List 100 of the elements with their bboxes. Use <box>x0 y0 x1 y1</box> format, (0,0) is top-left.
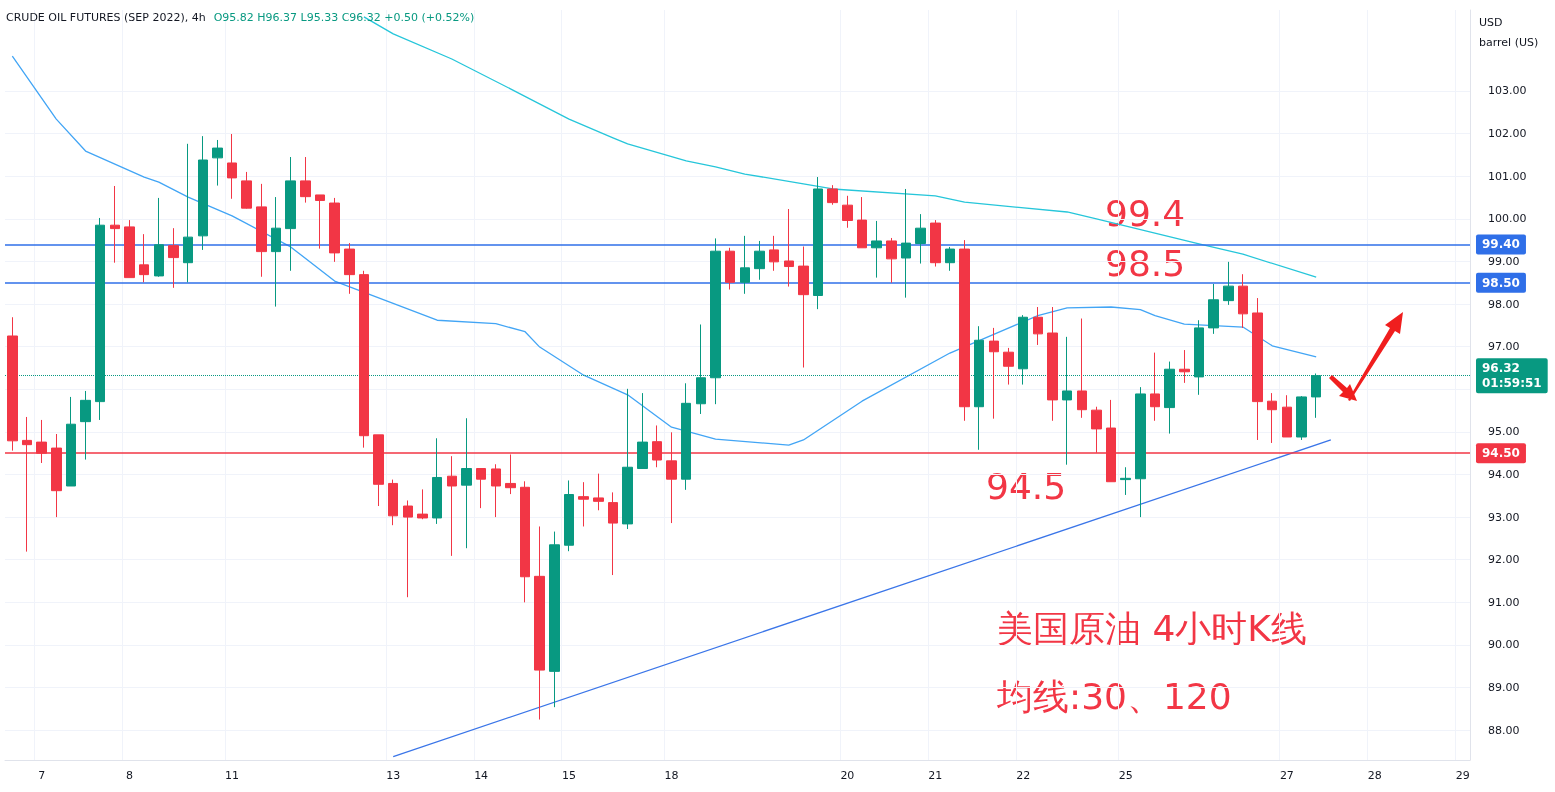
line-series <box>11 55 1317 446</box>
candlestick <box>930 219 941 268</box>
candlestick <box>139 233 149 283</box>
y-tick-label: 98.00 <box>1488 297 1520 311</box>
x-tick-label: 29 <box>1455 769 1470 782</box>
candlestick <box>549 531 560 708</box>
candlestick <box>769 235 779 272</box>
candlestick <box>901 188 911 299</box>
y-tick-label: 99.00 <box>1488 254 1520 268</box>
candlestick <box>1120 466 1131 496</box>
candlestick <box>989 327 999 420</box>
candlestick <box>403 499 413 598</box>
y-tick-label: 90.00 <box>1488 638 1520 652</box>
candlestick <box>608 491 618 576</box>
x-tick-label: 14 <box>474 769 489 782</box>
y-tick-label: 88.00 <box>1488 723 1520 737</box>
y-tick-label: 95.00 <box>1488 425 1520 439</box>
candlestick <box>842 195 853 229</box>
candlestick <box>344 242 355 295</box>
candlestick <box>915 213 926 265</box>
candlestick <box>359 270 369 449</box>
x-tick-label: 8 <box>126 769 134 782</box>
candlestick <box>1003 347 1014 386</box>
x-tick-label: 11 <box>225 769 240 782</box>
candlestick <box>168 227 179 289</box>
candlestick <box>227 133 237 200</box>
candlestick <box>1238 273 1248 329</box>
candlestick <box>432 437 442 525</box>
candlestick <box>754 240 765 281</box>
candlestick <box>80 390 91 461</box>
x-tick-label: 13 <box>386 769 401 782</box>
ref-line-label: 99.40 <box>1482 237 1520 252</box>
x-tick-label: 7 <box>38 769 46 782</box>
candlestick <box>1077 318 1087 419</box>
candlestick <box>300 156 311 204</box>
candlestick <box>124 219 135 279</box>
y-tick-label: 100.00 <box>1488 212 1527 226</box>
candlestick <box>461 417 472 549</box>
candlestick <box>798 246 809 369</box>
x-tick-label: 18 <box>664 769 679 782</box>
y-tick-label: 97.00 <box>1488 340 1520 354</box>
ref-line-label: 94.50 <box>1482 446 1520 461</box>
x-tick-label: 25 <box>1118 769 1133 782</box>
candlestick <box>1033 306 1043 346</box>
y-tick-label: 91.00 <box>1488 595 1520 609</box>
candlestick <box>1135 386 1146 518</box>
candlestick <box>66 396 76 487</box>
x-tick-label: 20 <box>840 769 855 782</box>
candlestick <box>1296 395 1307 441</box>
x-tick-label: 22 <box>1016 769 1031 782</box>
y-axis-title: USD barrel (US) <box>1479 15 1539 49</box>
candlestick <box>315 194 325 250</box>
candlestick <box>593 473 604 511</box>
candlestick <box>520 480 530 603</box>
y-tick-label: 93.00 <box>1488 510 1520 524</box>
x-tick-label: 15 <box>562 769 577 782</box>
candlestick <box>871 220 882 279</box>
x-tick-label: 28 <box>1367 769 1382 782</box>
candlestick <box>725 247 735 291</box>
ref-line-label: 96.32 01:59:51 <box>1482 361 1542 391</box>
y-tick-label: 103.00 <box>1488 84 1527 98</box>
y-tick-label: 92.00 <box>1488 553 1520 567</box>
chart-title: CRUDE OIL FUTURES (SEP 2022), 4h <box>6 11 206 24</box>
y-tick-label: 94.00 <box>1488 467 1520 481</box>
candlestick <box>784 208 794 288</box>
candlestick <box>622 388 633 530</box>
candlestick <box>886 237 897 284</box>
candlestick <box>329 197 340 263</box>
candlestick <box>534 525 545 721</box>
candlestick <box>1047 306 1058 422</box>
x-tick-label: 27 <box>1279 769 1294 782</box>
candlestick <box>1223 261 1234 306</box>
candlestick <box>1282 394 1292 438</box>
candlestick <box>813 176 823 310</box>
candlestick <box>491 463 501 518</box>
candlestick <box>271 196 281 308</box>
candlestick <box>959 239 970 422</box>
candlestick <box>1267 392 1277 444</box>
candlestick <box>740 235 750 295</box>
candlestick <box>154 197 164 278</box>
candlestick <box>564 479 574 552</box>
candlestick <box>183 143 193 283</box>
candlestick <box>1150 352 1160 422</box>
candlestick <box>256 183 267 278</box>
candlestick <box>945 246 955 272</box>
candlestick <box>110 185 120 264</box>
candlestick <box>285 156 296 272</box>
y-tick-label: 102.00 <box>1488 127 1527 141</box>
candlestick <box>857 196 867 249</box>
candlestick <box>388 479 398 526</box>
candlestick <box>637 392 648 470</box>
candlestick <box>1179 349 1190 384</box>
ref-line-label: 98.50 <box>1482 275 1520 290</box>
candlestick <box>241 171 252 210</box>
candlestick <box>1208 283 1219 335</box>
candlestick <box>417 488 428 520</box>
candlestick <box>447 455 457 557</box>
x-tick-label: 21 <box>928 769 943 782</box>
candlestick <box>1252 297 1263 441</box>
candlestick <box>827 184 838 206</box>
